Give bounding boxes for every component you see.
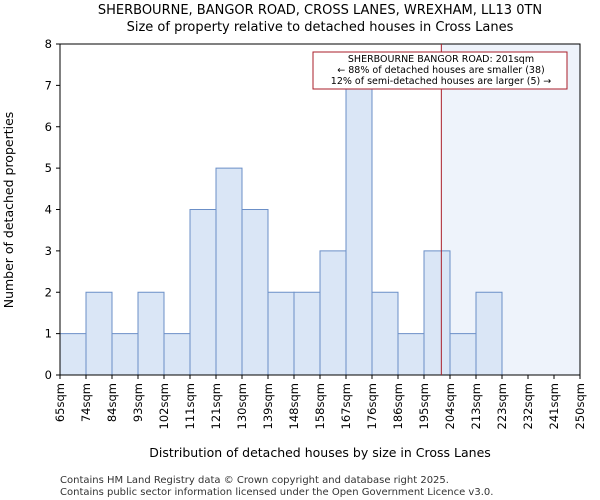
annotation-frame xyxy=(312,51,568,90)
x-tick-label: 84sqm xyxy=(105,383,119,422)
x-tick-label: 65sqm xyxy=(53,383,67,422)
annotation-line-2: ← 88% of detached houses are smaller (38… xyxy=(337,65,544,76)
x-tick-label: 148sqm xyxy=(287,383,301,429)
bar-213sqm xyxy=(475,291,503,376)
chart-title: SHERBOURNE, BANGOR ROAD, CROSS LANES, WR… xyxy=(98,3,542,18)
x-tick-label: 204sqm xyxy=(443,383,457,429)
x-tick-label: 121sqm xyxy=(209,383,223,429)
bar-204sqm xyxy=(449,333,477,376)
bar-158sqm xyxy=(319,250,347,376)
plot-frame xyxy=(59,43,581,376)
x-tick-label: 158sqm xyxy=(313,383,327,429)
y-tick-label: 7 xyxy=(45,78,52,92)
bars-group xyxy=(59,84,503,376)
x-tick-label: 223sqm xyxy=(495,383,509,429)
bar-102sqm xyxy=(163,333,191,376)
x-ticks: 65sqm 74sqm 84sqm 93sqm 102sqm 111sqm 121sqm 13… xyxy=(53,375,587,429)
footer-line-2: Contains public sector information licen… xyxy=(60,487,493,498)
bar-74sqm xyxy=(85,291,113,376)
annotation-line-3: 12% of semi-detached houses are larger (… xyxy=(331,76,551,87)
y-axis-label: Number of detached properties xyxy=(1,112,16,309)
x-tick-label: 176sqm xyxy=(365,383,379,429)
highlight-region xyxy=(441,44,580,375)
x-axis-label: Distribution of detached houses by size … xyxy=(149,445,491,460)
annotation-box: SHERBOURNE BANGOR ROAD: 201sqm ← 88% of … xyxy=(312,51,568,90)
x-tick-label: 186sqm xyxy=(391,383,405,429)
x-tick-label: 74sqm xyxy=(79,383,93,422)
bar-84sqm xyxy=(111,333,139,376)
x-tick-label: 232sqm xyxy=(521,383,535,429)
x-tick-label: 213sqm xyxy=(469,383,483,429)
x-tick-label: 195sqm xyxy=(417,383,431,429)
bar-186sqm xyxy=(397,333,425,376)
x-tick-label: 139sqm xyxy=(261,383,275,429)
bar-148sqm xyxy=(293,291,321,376)
bar-93sqm xyxy=(137,291,165,376)
x-tick-label: 241sqm xyxy=(547,383,561,429)
y-tick-label: 6 xyxy=(45,120,52,134)
x-tick-label: 102sqm xyxy=(157,383,171,429)
x-tick-label: 130sqm xyxy=(235,383,249,429)
bar-167sqm xyxy=(345,84,373,376)
x-tick-label: 111sqm xyxy=(183,383,197,429)
footer-line-1: Contains HM Land Registry data © Crown c… xyxy=(60,475,449,486)
bar-121sqm xyxy=(215,167,243,376)
y-tick-label: 2 xyxy=(45,285,52,299)
y-ticks: 0 1 2 3 4 5 6 7 8 xyxy=(45,37,60,382)
x-tick-label: 250sqm xyxy=(573,383,587,429)
y-tick-label: 4 xyxy=(45,203,52,217)
bar-195sqm xyxy=(423,250,451,376)
y-tick-label: 1 xyxy=(45,327,52,341)
annotation-line-1: SHERBOURNE BANGOR ROAD: 201sqm xyxy=(348,54,534,65)
y-tick-label: 8 xyxy=(45,37,52,51)
chart-subtitle: Size of property relative to detached ho… xyxy=(127,20,514,35)
bar-65sqm xyxy=(59,333,87,376)
bar-111sqm xyxy=(189,209,217,376)
x-tick-label: 167sqm xyxy=(339,383,353,429)
bar-176sqm xyxy=(371,291,399,376)
y-tick-label: 5 xyxy=(45,161,52,175)
x-tick-label: 93sqm xyxy=(131,383,145,422)
bar-130sqm xyxy=(241,209,269,376)
y-tick-label: 0 xyxy=(45,368,52,382)
y-tick-label: 3 xyxy=(45,244,52,258)
bar-139sqm xyxy=(267,291,295,376)
